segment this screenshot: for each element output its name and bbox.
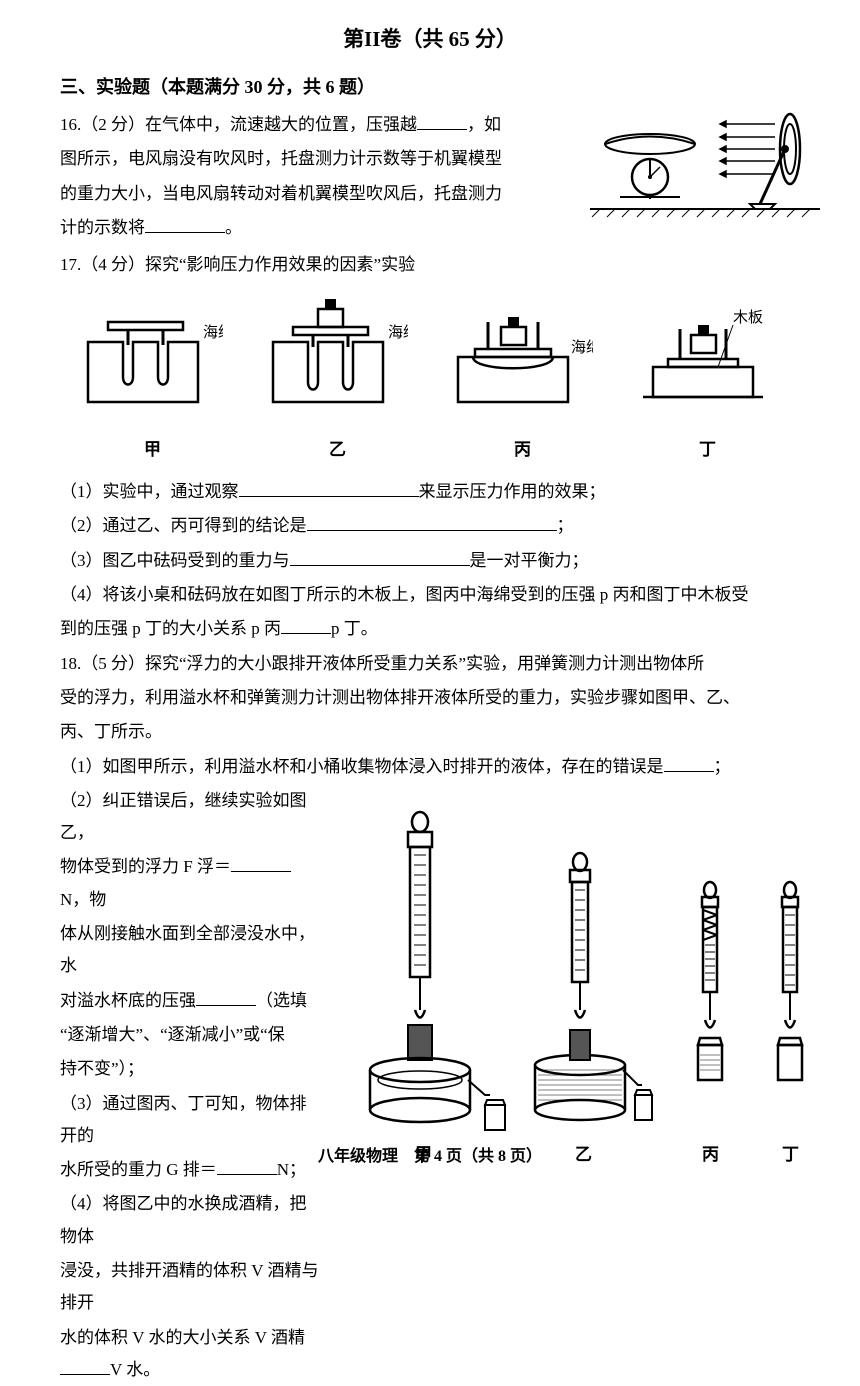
blank-input[interactable] — [307, 511, 557, 531]
q17-fig-b: 海绵 乙 — [268, 297, 408, 467]
blank-input[interactable] — [239, 477, 419, 497]
q16-figure — [590, 109, 820, 230]
fig-label: 乙 — [268, 434, 408, 466]
q18-p1b: ； — [714, 757, 731, 776]
svg-text:海绵: 海绵 — [203, 324, 223, 341]
q18-figure: 甲 — [350, 810, 820, 1181]
fig-label: 丁 — [638, 434, 778, 466]
q18-p2a: （2）纠正错误后，继续实验如图乙， — [60, 785, 320, 850]
q17-p1: 来显示压力作用的效果； — [419, 482, 606, 501]
q18-header: 18.（5 分）探究“浮力的大小跟排开液体所受重力关系”实验，用弹簧测力计测出物… — [60, 648, 800, 680]
q17-p2: ； — [557, 516, 574, 535]
q18-p4a: （4）将图乙中的水换成酒精，把物体 — [60, 1188, 320, 1253]
q16-text: 计的示数将 — [60, 218, 145, 237]
q17-p1: （1）实验中，通过观察 — [60, 482, 239, 501]
q18-p4d: V 水。 — [110, 1360, 160, 1379]
q16-text: 的重力大小，当电风扇转动对着机翼模型吹风后，托盘测力 — [60, 178, 540, 210]
q17-p3: 是一对平衡力； — [470, 551, 589, 570]
q17-p4c: p 丁。 — [331, 619, 378, 638]
page-footer: 八年级物理 第 4 页（共 8 页） — [0, 1142, 860, 1172]
q17-p3: （3）图乙中砝码受到的重力与 — [60, 551, 290, 570]
q17-fig-c: 海绵 丙 — [453, 297, 593, 467]
q16-text: 图所示，电风扇没有吹风时，托盘测力计示数等于机翼模型 — [60, 143, 540, 175]
blank-input[interactable] — [60, 1355, 110, 1375]
blank-input[interactable] — [196, 986, 256, 1006]
blank-input[interactable] — [417, 110, 467, 130]
svg-text:木板: 木板 — [733, 308, 763, 326]
blank-input[interactable] — [664, 752, 714, 772]
q18-p2d: 体从刚接触水面到全部浸没水中，水 — [60, 918, 320, 983]
fig-label: 丙 — [453, 434, 593, 466]
q18-p2b: 物体受到的浮力 F 浮＝ — [60, 857, 231, 876]
q18-header3: 丙、丁所示。 — [60, 716, 800, 748]
q17-figures: 海绵 甲 海绵 乙 海绵 丙 — [60, 297, 800, 467]
svg-text:海绵: 海绵 — [388, 324, 408, 341]
q18-header2: 受的浮力，利用溢水杯和弹簧测力计测出物体排开液体所受的重力，实验步骤如图甲、乙、 — [60, 682, 800, 714]
question-16: 16.（2 分）在气体中，流速越大的位置，压强越 ，如 图所示，电风扇没有吹风时，… — [60, 109, 800, 244]
q16-text: ，如 — [467, 115, 501, 134]
q18-p2c: N，物 — [60, 890, 106, 909]
svg-text:海绵: 海绵 — [571, 339, 593, 356]
blank-input[interactable] — [290, 546, 470, 566]
q18-p2g: “逐渐增大”、“逐渐减小”或“保 — [60, 1019, 320, 1051]
q16-text: 。 — [225, 218, 242, 237]
q18-p2f: （选填 — [256, 991, 307, 1010]
section-header: 三、实验题（本题满分 30 分，共 6 题） — [60, 70, 800, 104]
fig-label: 甲 — [83, 434, 223, 466]
q17-p4: （4）将该小桌和砝码放在如图丁所示的木板上，图丙中海绵受到的压强 p 丙和图丁中… — [60, 579, 800, 611]
q17-fig-a: 海绵 甲 — [83, 297, 223, 467]
q17-p4b: 到的压强 p 丁的大小关系 p 丙 — [60, 619, 281, 638]
q18-p1: （1）如图甲所示，利用溢水杯和小桶收集物体浸入时排开的液体，存在的错误是 — [60, 757, 664, 776]
blank-input[interactable] — [145, 213, 225, 233]
page-title: 第II卷（共 65 分） — [60, 20, 800, 60]
q18-p2h: 持不变”）； — [60, 1053, 320, 1085]
q18-p4b: 浸没，共排开酒精的体积 V 酒精与排开 — [60, 1255, 320, 1320]
blank-input[interactable] — [231, 852, 291, 872]
q17-p2: （2）通过乙、丙可得到的结论是 — [60, 516, 307, 535]
q17-fig-d: 木板 丁 — [638, 297, 778, 467]
q18-p4c: 水的体积 V 水的大小关系 V 酒精 — [60, 1328, 305, 1347]
q18-p2e: 对溢水杯底的压强 — [60, 991, 196, 1010]
q17-header: 17.（4 分）探究“影响压力作用效果的因素”实验 — [60, 249, 800, 281]
q16-text: 16.（2 分）在气体中，流速越大的位置，压强越 — [60, 115, 417, 134]
blank-input[interactable] — [281, 614, 331, 634]
